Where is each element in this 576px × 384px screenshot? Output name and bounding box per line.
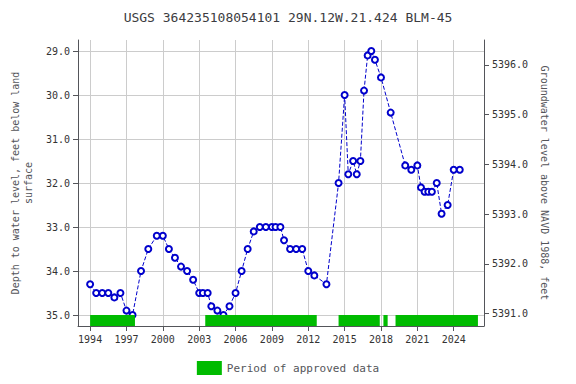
svg-text:2003: 2003 xyxy=(187,334,211,345)
svg-text:1994: 1994 xyxy=(78,334,102,345)
svg-text:33.0: 33.0 xyxy=(46,222,70,233)
svg-text:2024: 2024 xyxy=(442,334,466,345)
svg-text:surface: surface xyxy=(23,162,34,204)
svg-text:2015: 2015 xyxy=(333,334,357,345)
svg-text:5395.0: 5395.0 xyxy=(492,109,528,120)
svg-text:2009: 2009 xyxy=(260,334,284,345)
svg-text:5393.0: 5393.0 xyxy=(492,209,528,220)
svg-text:29.0: 29.0 xyxy=(46,46,70,57)
svg-text:2000: 2000 xyxy=(151,334,175,345)
svg-text:2012: 2012 xyxy=(296,334,320,345)
svg-text:2021: 2021 xyxy=(405,334,429,345)
svg-text:35.0: 35.0 xyxy=(46,310,70,321)
svg-text:5392.0: 5392.0 xyxy=(492,258,528,269)
svg-text:32.0: 32.0 xyxy=(46,178,70,189)
svg-text:Groundwater level above NAVD 1: Groundwater level above NAVD 1988, feet xyxy=(539,66,550,301)
svg-text:2018: 2018 xyxy=(369,334,393,345)
svg-text:1997: 1997 xyxy=(114,334,138,345)
svg-text:Period of approved data: Period of approved data xyxy=(227,362,379,375)
svg-text:31.0: 31.0 xyxy=(46,134,70,145)
svg-text:5396.0: 5396.0 xyxy=(492,59,528,70)
svg-text:2006: 2006 xyxy=(224,334,248,345)
svg-text:5391.0: 5391.0 xyxy=(492,308,528,319)
svg-text:30.0: 30.0 xyxy=(46,90,70,101)
svg-text:5394.0: 5394.0 xyxy=(492,159,528,170)
svg-text:Depth to water level, feet bel: Depth to water level, feet below land xyxy=(10,72,21,295)
svg-text:USGS 364235108054101 29N.12W.2: USGS 364235108054101 29N.12W.21.424 BLM-… xyxy=(124,10,453,25)
svg-text:34.0: 34.0 xyxy=(46,266,70,277)
